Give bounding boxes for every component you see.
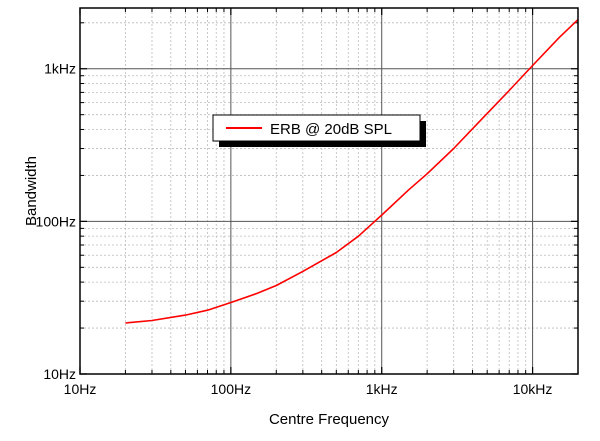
series-line — [125, 19, 579, 324]
x-tick-label: 10kHz — [513, 381, 553, 397]
y-tick-label: 10Hz — [43, 366, 76, 382]
x-tick-label: 100Hz — [211, 381, 251, 397]
legend: ERB @ 20dB SPL — [212, 114, 426, 147]
y-tick-labels: 10Hz 100Hz 1kHz — [36, 61, 76, 382]
series-layer — [125, 19, 579, 324]
x-tick-label: 1kHz — [366, 381, 398, 397]
x-tick-labels: 10Hz 100Hz 1kHz 10kHz — [64, 381, 553, 397]
x-axis-title: Centre Frequency — [269, 411, 390, 428]
y-axis-title: Bandwidth — [23, 156, 40, 226]
x-tick-label: 10Hz — [64, 381, 97, 397]
y-tick-label: 100Hz — [36, 213, 76, 229]
y-tick-label: 1kHz — [44, 61, 76, 77]
plot-background — [80, 8, 578, 374]
plot-frame — [79, 7, 579, 375]
legend-label: ERB @ 20dB SPL — [270, 121, 392, 138]
